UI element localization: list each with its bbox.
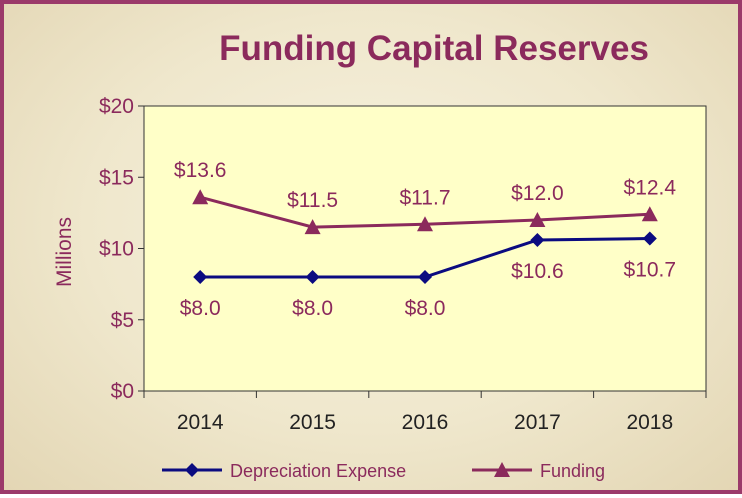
y-tick-label: $10 [99,238,134,261]
x-tick-label: 2015 [289,411,336,434]
funding-point [304,219,321,235]
depreciation-expense-data-label: $8.0 [405,297,446,320]
funding-data-label: $11.5 [287,189,338,212]
legend-funding: Funding [472,461,605,481]
line-chart: Funding Capital Reserves Millions $0 $5 $1… [53,29,707,481]
y-tick-label: $0 [111,380,134,403]
x-tick-label: 2014 [177,411,224,434]
plot-area [143,105,707,392]
funding-data-label: $11.7 [400,186,451,209]
y-tick-label: $5 [111,309,134,332]
depreciation-expense-point [642,231,657,246]
y-tick-label: $20 [99,95,134,118]
depreciation-expense-point [193,270,208,284]
x-tick-label: 2016 [402,411,449,434]
funding-point [417,216,433,232]
depreciation-expense-point [305,270,320,284]
funding-data-label: $12.0 [511,182,564,205]
data-labels: $8.0 $8.0 $8.0 $10.6 $10.7 $13.6 $11.5 $11.7 $12… [174,159,676,320]
legend-marker [185,463,199,477]
legend-label: Depreciation Expense [230,461,406,481]
x-tick-label: 2018 [626,411,673,434]
funding-data-label: $12.4 [624,176,677,199]
legend-label: Funding [540,461,605,481]
funding-point [641,206,658,222]
legend-marker [494,462,510,477]
depreciation-expense-point [418,270,432,284]
funding-data-label: $13.6 [174,159,227,182]
series-layer [192,189,658,284]
funding-point [192,189,209,205]
chart-title: Funding Capital Reserves [219,29,649,68]
depreciation-expense-data-label: $8.0 [292,297,333,320]
depreciation-expense-data-label: $10.7 [624,259,677,282]
legend-depreciation-expense: Depreciation Expense [162,461,406,481]
depreciation-expense-data-label: $10.6 [511,260,564,283]
y-axis-label: Millions [53,217,76,287]
depreciation-expense-data-label: $8.0 [180,297,221,320]
funding-point [529,212,546,227]
x-tick-label: 2017 [514,411,561,434]
axes: $0 $5 $10 $15 $20 2014 2015 2016 2017 2018 [99,95,707,434]
legend: Depreciation Expense Funding [162,461,605,481]
depreciation-expense-point [530,232,545,247]
y-tick-label: $15 [99,166,134,189]
